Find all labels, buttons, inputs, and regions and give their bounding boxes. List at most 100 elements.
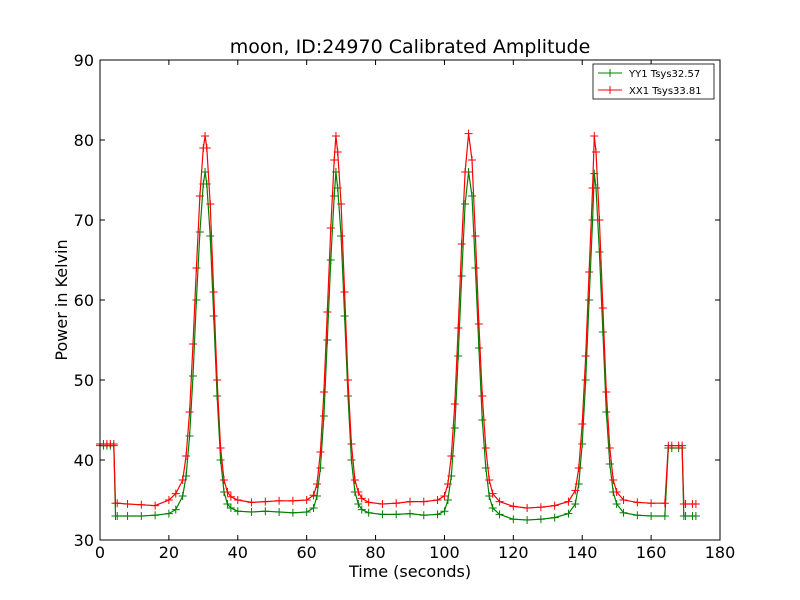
data-point-1-60	[454, 324, 463, 332]
data-point-1-39	[326, 224, 335, 232]
data-point-0-43	[337, 232, 346, 240]
data-point-1-13	[182, 452, 191, 460]
data-point-0-11	[171, 505, 180, 514]
data-point-1-7	[123, 500, 132, 508]
data-point-0-33	[302, 508, 311, 516]
data-point-0-74	[536, 515, 545, 524]
data-point-0-72	[509, 515, 518, 524]
data-point-0-93	[647, 512, 656, 520]
data-point-1-33	[302, 496, 311, 504]
data-point-1-15	[189, 340, 197, 348]
data-point-1-87	[602, 388, 611, 396]
data-point-1-74	[536, 503, 545, 512]
data-point-0-38	[323, 336, 332, 344]
data-point-0-92	[633, 511, 642, 520]
chart-title: moon, ID:24970 Calibrated Amplitude	[230, 36, 591, 58]
data-point-0-31	[275, 508, 284, 516]
data-point-1-64	[468, 156, 476, 164]
data-point-1-8	[137, 500, 146, 509]
data-point-1-61	[457, 240, 466, 248]
x-tick-label-4: 80	[365, 543, 385, 562]
data-point-0-70	[488, 504, 497, 512]
data-point-1-98	[678, 441, 687, 450]
data-point-1-12	[178, 476, 187, 484]
data-point-0-29	[247, 508, 256, 516]
data-point-0-54	[419, 511, 428, 520]
data-point-1-83	[590, 132, 599, 140]
data-point-1-50	[364, 498, 373, 507]
data-point-0-46	[347, 456, 356, 464]
data-point-1-11	[171, 489, 180, 498]
data-point-1-92	[633, 498, 642, 507]
data-point-1-59	[450, 400, 459, 408]
data-point-1-96	[667, 441, 676, 450]
data-point-1-32	[288, 496, 297, 505]
data-point-1-79	[578, 420, 587, 428]
data-point-1-53	[406, 497, 414, 506]
data-point-0-81	[585, 296, 594, 304]
data-point-1-91	[619, 496, 628, 504]
data-point-1-85	[595, 216, 604, 224]
data-point-0-61	[457, 272, 466, 280]
data-point-0-82	[588, 216, 597, 224]
data-point-0-16	[192, 296, 201, 304]
data-point-0-66	[474, 344, 483, 352]
data-point-1-35	[313, 480, 321, 488]
data-point-1-34	[309, 491, 318, 500]
x-tick-label-5: 100	[429, 543, 460, 562]
data-point-1-75	[550, 501, 559, 510]
data-point-0-45	[344, 392, 352, 400]
data-point-1-43	[337, 200, 346, 208]
data-point-1-78	[574, 464, 583, 472]
x-tick-label-9: 180	[705, 543, 736, 562]
data-point-0-27	[226, 504, 235, 512]
data-point-1-4	[109, 440, 118, 448]
data-point-0-87	[602, 408, 611, 416]
data-point-0-65	[471, 264, 480, 272]
data-point-1-100	[681, 500, 690, 508]
data-point-0-12	[178, 492, 187, 500]
data-point-1-82	[588, 184, 597, 192]
data-point-0-17	[195, 228, 204, 236]
data-point-0-52	[392, 510, 401, 519]
data-point-0-44	[340, 312, 349, 320]
plot-frame	[99, 59, 721, 541]
data-point-1-36	[316, 448, 325, 456]
data-point-0-15	[189, 372, 197, 380]
data-point-1-55	[433, 496, 442, 504]
y-tick-label-2: 50	[74, 371, 94, 390]
data-point-0-48	[354, 500, 363, 508]
data-point-0-75	[550, 513, 559, 522]
data-point-1-20	[202, 144, 211, 152]
data-point-0-56	[440, 507, 449, 516]
data-point-0-36	[316, 464, 325, 472]
data-point-0-94	[660, 512, 669, 520]
data-point-0-59	[450, 424, 459, 432]
y-tick-label-0: 30	[74, 531, 94, 550]
data-point-1-16	[192, 264, 201, 272]
data-point-1-69	[485, 476, 494, 484]
data-point-1-9	[151, 501, 160, 510]
data-point-1-38	[323, 308, 332, 316]
legend-box	[592, 63, 715, 100]
data-point-1-25	[220, 476, 228, 484]
data-point-1-14	[185, 408, 194, 416]
data-point-0-21	[206, 232, 215, 240]
data-point-0-76	[564, 509, 573, 518]
data-point-0-67	[478, 416, 487, 424]
y-axis-label: Power in Kelvin	[52, 239, 71, 360]
data-point-0-32	[288, 508, 297, 517]
data-point-0-85	[595, 248, 604, 256]
data-point-0-100	[681, 512, 690, 520]
data-point-1-52	[392, 499, 401, 508]
data-point-1-84	[592, 148, 600, 156]
data-point-1-73	[523, 504, 532, 512]
data-point-0-55	[433, 510, 442, 519]
data-point-0-37	[319, 412, 328, 420]
data-point-1-49	[357, 494, 366, 503]
data-point-1-54	[419, 497, 428, 506]
legend: YY1 Tsys32.57 XX1 Tsys33.81	[592, 63, 715, 100]
x-tick-label-7: 140	[567, 543, 598, 562]
x-axis-label: Time (seconds)	[348, 562, 471, 581]
data-point-1-80	[581, 352, 590, 360]
